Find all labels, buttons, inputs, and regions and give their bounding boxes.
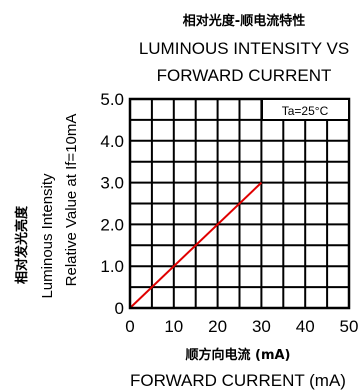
annotation-label: Ta=25°C (282, 104, 329, 118)
x-axis-label-cn: 顺方向电流 (mA) (185, 347, 290, 363)
y-tick-label: 5.0 (100, 90, 124, 109)
chart-title-en-line1: LUMINOUS INTENSITY VS (139, 39, 349, 58)
x-tick-label: 0 (125, 317, 134, 336)
y-tick-label: 3.0 (100, 174, 124, 193)
x-tick-label: 20 (208, 317, 227, 336)
series-line (129, 181, 263, 309)
x-tick-label: 10 (164, 317, 183, 336)
y-tick-label: 4.0 (100, 132, 124, 151)
y-axis-label-en2: Relative Value at If=10mA (63, 114, 80, 287)
x-axis-label-en: FORWARD CURRENT (mA) (130, 371, 346, 390)
y-tick-label: 1.0 (100, 257, 124, 276)
chart-title-cn: 相对光度-顺电流特性 (183, 13, 305, 29)
x-tick-label: 40 (296, 317, 315, 336)
plot-frame (128, 97, 351, 310)
y-axis-label-cn: 相对发光亮度 (14, 205, 30, 284)
x-tick-label: 30 (252, 317, 271, 336)
y-axis-label-en1: Luminous Intensity (39, 173, 56, 299)
chart-title-en-line2: FORWARD CURRENT (157, 66, 332, 85)
annotation-box (261, 98, 350, 121)
x-tick-label: 50 (340, 317, 358, 336)
series-layer (129, 181, 263, 309)
tick-labels: 0 10 20 30 40 50 0 1.0 2.0 3.0 4.0 5.0 (100, 90, 358, 336)
y-tick-label: 0 (115, 299, 124, 318)
y-tick-label: 2.0 (100, 215, 124, 234)
